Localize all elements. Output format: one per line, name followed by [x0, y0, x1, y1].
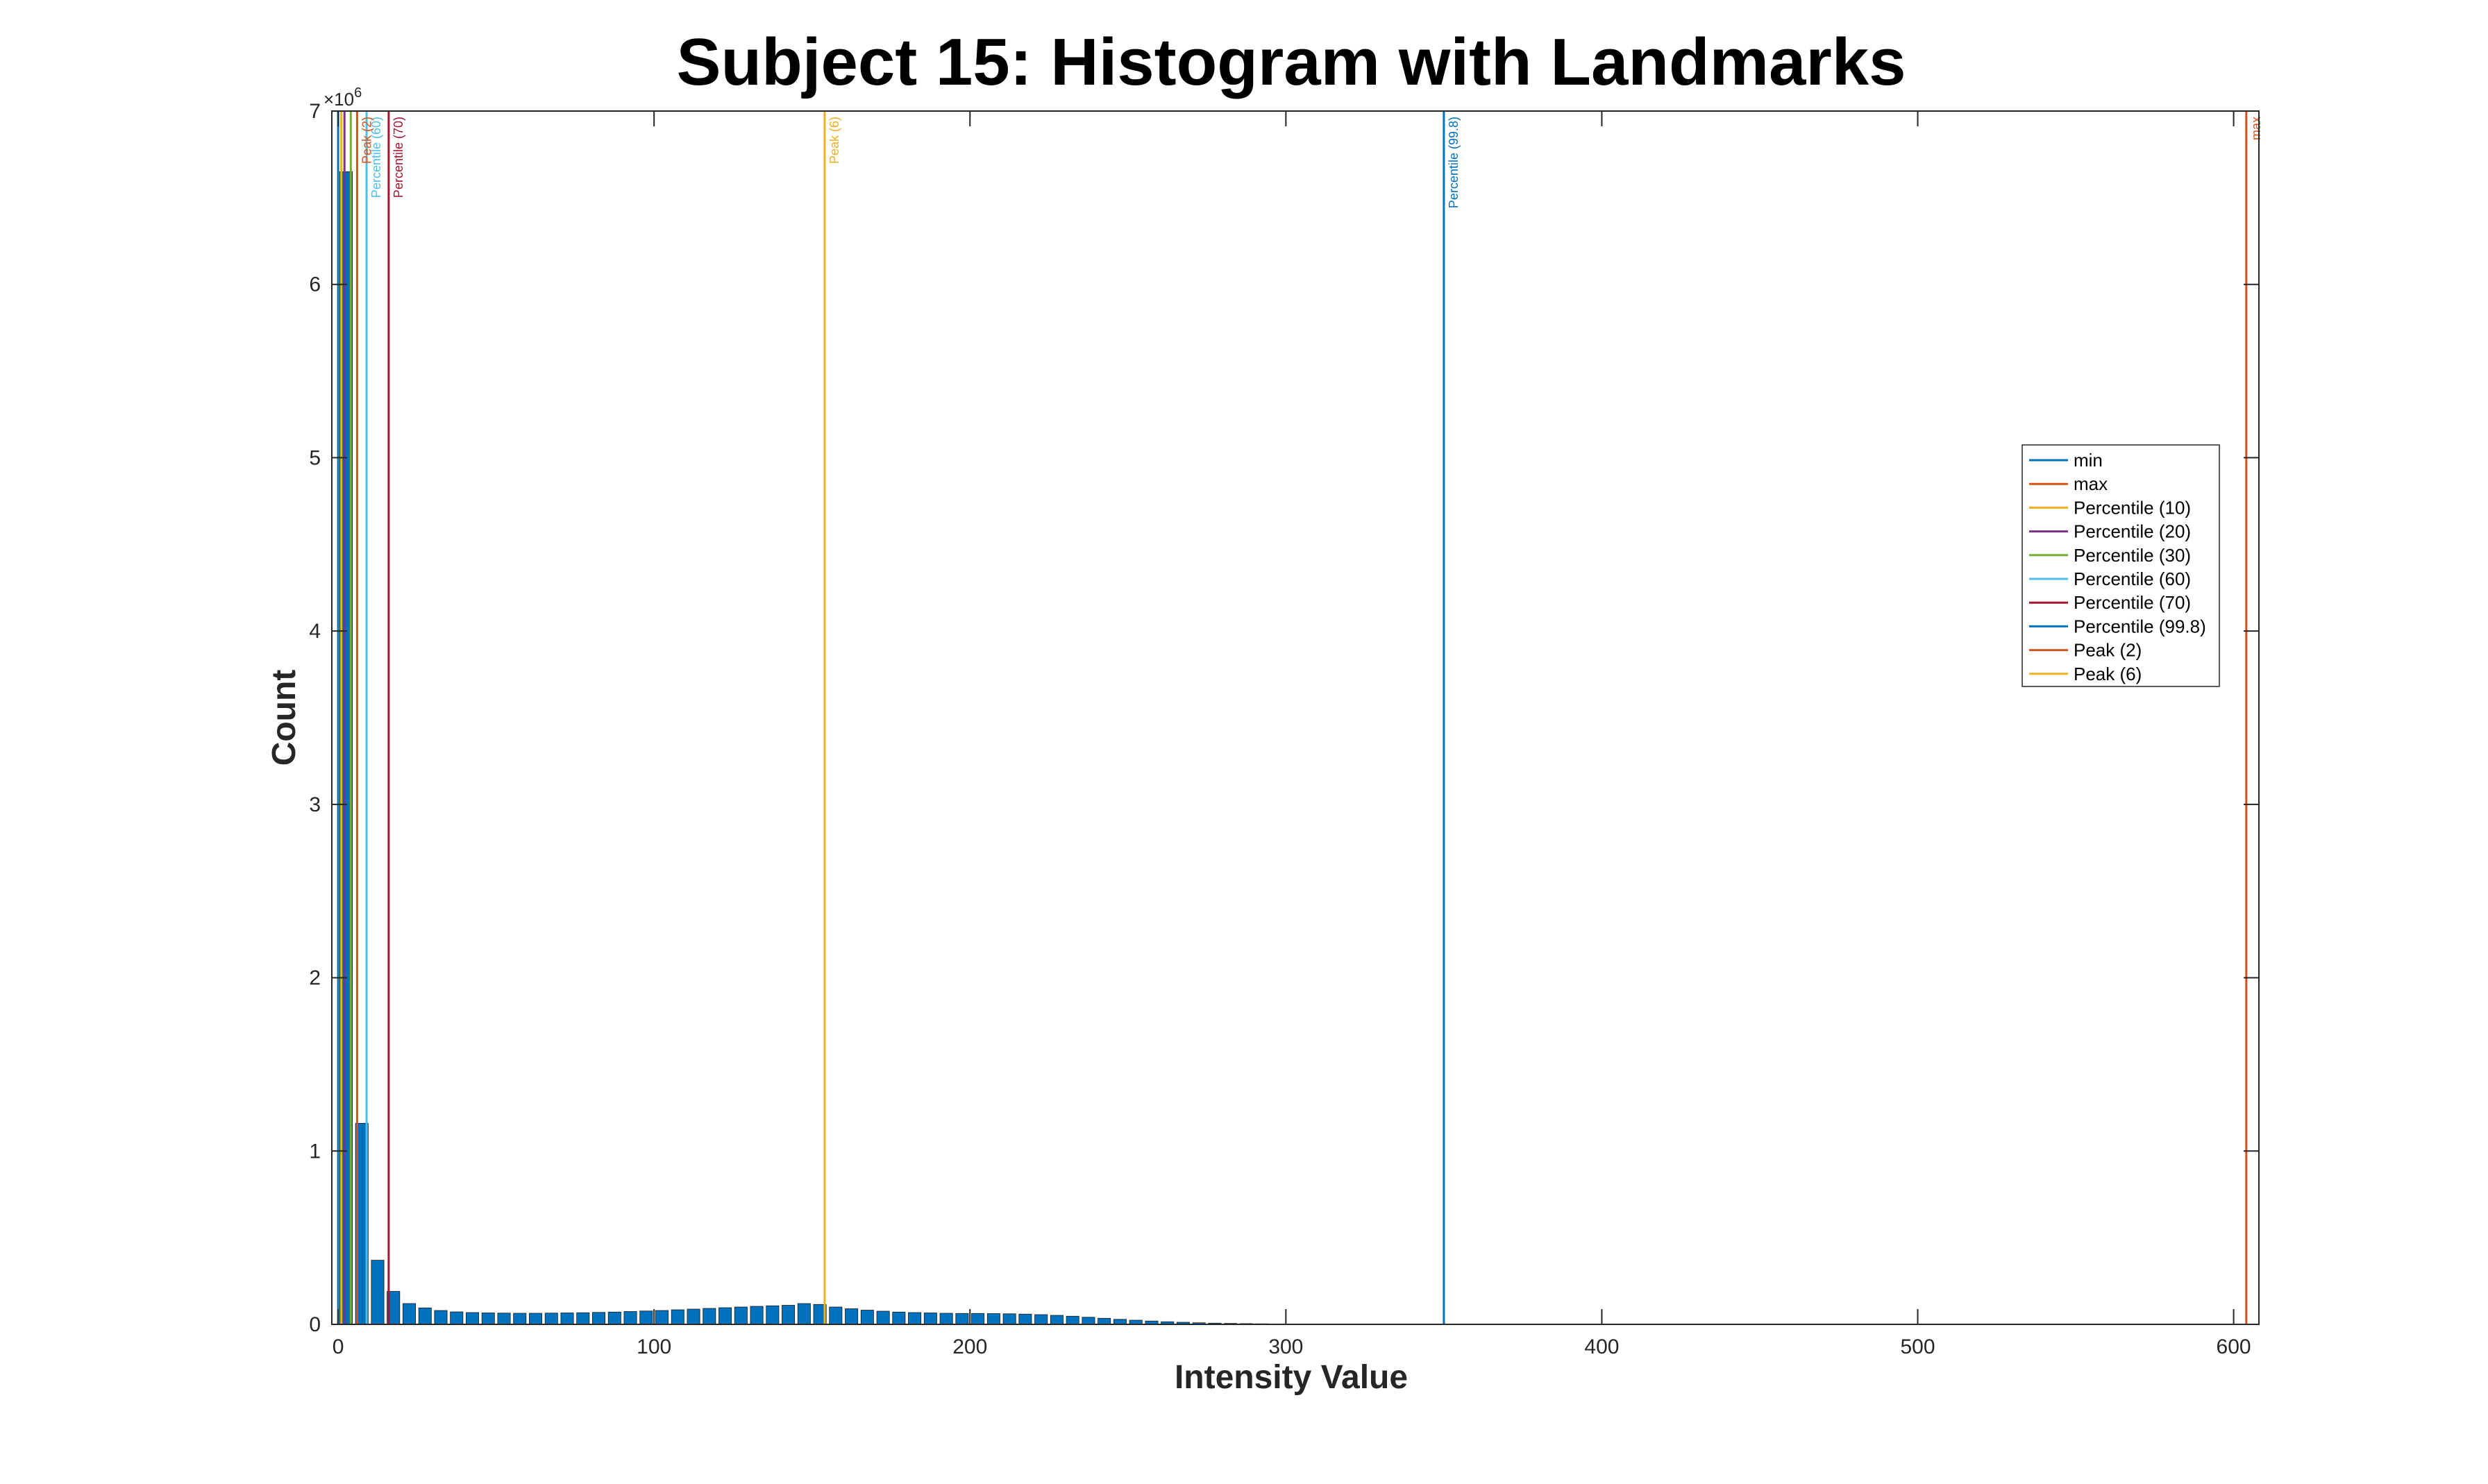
y-tick-label: 1: [309, 1140, 321, 1163]
y-tick-label: 4: [309, 620, 321, 643]
landmark-label-peak-6: Peak (6): [827, 117, 841, 164]
histogram-bar: [481, 1313, 495, 1325]
histogram-bar: [1098, 1317, 1111, 1325]
histogram-bar: [860, 1310, 874, 1325]
histogram-bar: [513, 1313, 527, 1325]
landmark-label-max: max: [2249, 117, 2263, 140]
x-tick-label: 500: [1900, 1335, 1935, 1358]
histogram-bar: [876, 1310, 890, 1325]
histogram-bar: [623, 1311, 637, 1325]
histogram-bar: [829, 1306, 843, 1325]
x-tick-label: 0: [333, 1335, 344, 1358]
histogram-bar: [687, 1308, 700, 1325]
histogram-bar: [1034, 1314, 1048, 1325]
landmark-layer: max Percentile (60) Percentile (70) Percent…: [337, 111, 2263, 1324]
histogram-bar: [766, 1305, 780, 1325]
legend-label-max: max: [2074, 473, 2108, 494]
x-tick-label: 400: [1584, 1335, 1619, 1358]
y-tick-label: 7: [309, 100, 321, 123]
histogram-bar: [418, 1307, 432, 1325]
histogram-bar: [892, 1311, 906, 1325]
histogram-bar: [671, 1309, 684, 1325]
histogram-bar: [560, 1313, 574, 1325]
landmark-label-percentile-70: Percentile (70): [392, 117, 405, 198]
histogram-bar: [971, 1313, 985, 1325]
histogram-bar: [1050, 1315, 1064, 1325]
histogram-bar: [544, 1313, 558, 1325]
y-tick-label: 6: [309, 273, 321, 296]
histogram-bar: [371, 1260, 385, 1325]
histogram-bar: [434, 1310, 448, 1325]
histogram-bar: [734, 1306, 748, 1325]
histogram-bar: [529, 1313, 543, 1325]
y-axis-label: Count: [266, 670, 303, 766]
histogram-bar: [782, 1305, 796, 1325]
y-tick-label: 5: [309, 446, 321, 469]
bars-layer: [339, 171, 2185, 1326]
histogram-bar: [703, 1308, 716, 1325]
histogram-bar: [466, 1312, 480, 1325]
legend-label-percentile-60: Percentile (60): [2074, 568, 2191, 589]
legend-label-percentile-10: Percentile (10): [2074, 497, 2191, 518]
landmark-label-peak-2: Peak (2): [360, 117, 373, 164]
x-tick-label: 100: [637, 1335, 671, 1358]
y-axis-exponent: ×106: [323, 85, 362, 110]
histogram-bar: [1113, 1319, 1127, 1325]
x-axis-ticks: 0 100 200 300 400 500 600: [333, 111, 2251, 1358]
histogram-bar: [986, 1313, 1000, 1325]
legend-label-percentile-70: Percentile (70): [2074, 592, 2191, 613]
histogram-bar: [655, 1310, 669, 1325]
chart-title: Subject 15: Histogram with Landmarks: [676, 25, 1906, 99]
y-tick-label: 2: [309, 967, 321, 990]
landmark-label-percentile-60: Percentile (60): [369, 117, 383, 198]
histogram-bar: [1002, 1313, 1016, 1325]
y-axis-ticks: 0 1 2 3 4 5 6 7: [309, 100, 2259, 1336]
histogram-bar: [845, 1308, 859, 1325]
histogram-bar: [639, 1310, 653, 1325]
legend-label-peak-2: Peak (2): [2074, 640, 2142, 661]
histogram-bar: [797, 1303, 811, 1325]
histogram-bar: [908, 1312, 922, 1325]
legend-label-percentile-20: Percentile (20): [2074, 521, 2191, 542]
histogram-bar: [955, 1313, 969, 1325]
y-tick-label: 3: [309, 793, 321, 816]
y-tick-label: 0: [309, 1313, 321, 1336]
histogram-bar: [1018, 1313, 1032, 1325]
histogram-bar: [497, 1313, 511, 1325]
histogram-bar: [402, 1303, 416, 1325]
legend-label-percentile-99-8: Percentile (99.8): [2074, 616, 2206, 636]
landmark-label-percentile-99-8: Percentile (99.8): [1447, 117, 1461, 208]
histogram-bar: [576, 1312, 590, 1325]
x-tick-label: 300: [1268, 1335, 1303, 1358]
x-tick-label: 200: [952, 1335, 987, 1358]
x-axis-label: Intensity Value: [1175, 1359, 1408, 1396]
plot-area-frame: [331, 110, 2260, 1325]
legend-label-percentile-30: Percentile (30): [2074, 545, 2191, 566]
legend-box: [2022, 444, 2220, 687]
histogram-bar: [1082, 1317, 1095, 1325]
histogram-bar: [718, 1307, 732, 1325]
legend-label-min: min: [2074, 450, 2103, 471]
histogram-bar: [592, 1312, 606, 1325]
histogram-bar: [923, 1313, 937, 1325]
histogram-bar: [750, 1306, 764, 1325]
x-tick-label: 600: [2217, 1335, 2251, 1358]
histogram-bar: [1066, 1315, 1079, 1325]
histogram-bar: [607, 1311, 621, 1325]
legend-label-peak-6: Peak (6): [2074, 664, 2142, 684]
histogram-bar: [939, 1313, 953, 1325]
histogram-bar: [450, 1311, 464, 1325]
